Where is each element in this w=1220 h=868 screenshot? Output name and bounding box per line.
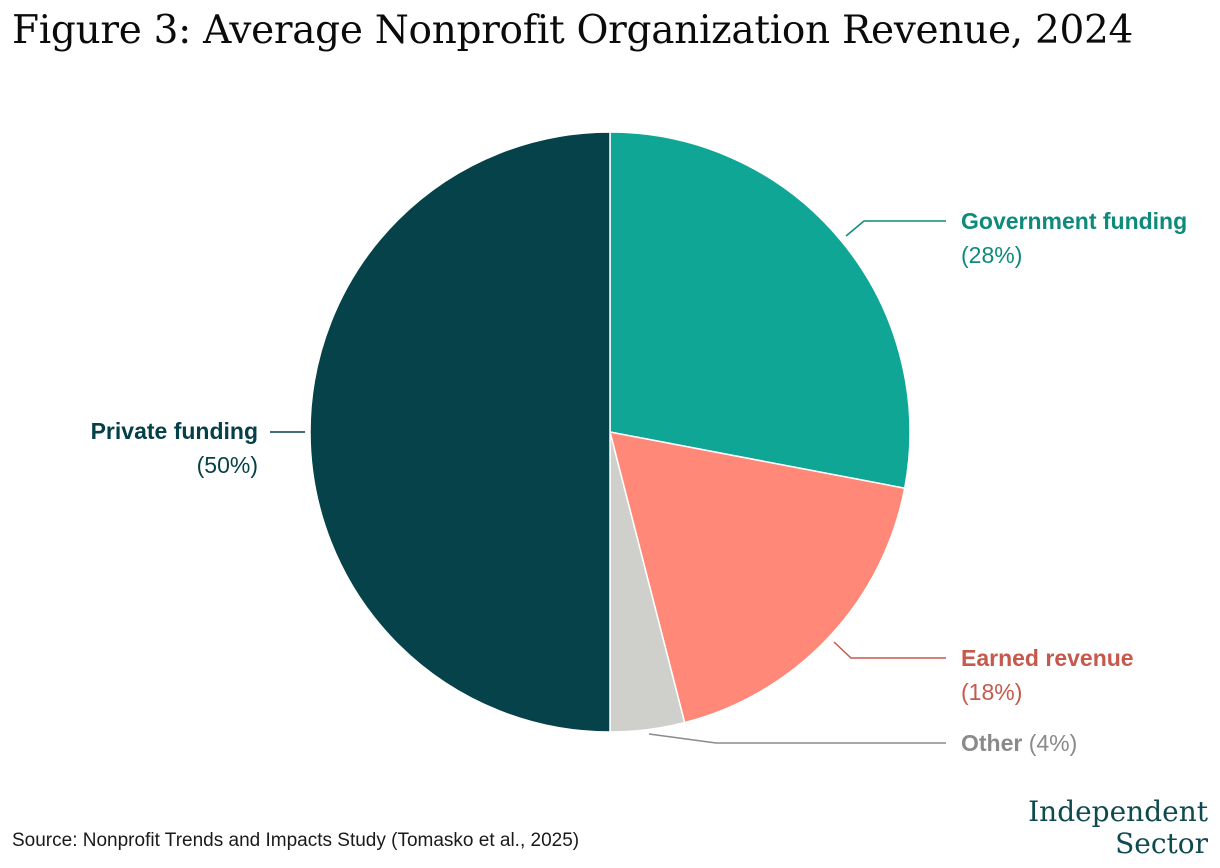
leader-line-government-funding bbox=[845, 220, 946, 237]
label-earned-revenue-name: Earned revenue bbox=[961, 645, 1134, 671]
label-government-funding-name: Government funding bbox=[961, 208, 1188, 234]
chart-title: Figure 3: Average Nonprofit Organization… bbox=[12, 8, 1133, 53]
label-private-funding-name: Private funding bbox=[90, 418, 258, 444]
logo-line-1: Independent bbox=[1028, 795, 1208, 828]
label-earned-revenue: Earned revenue (18%) bbox=[961, 641, 1134, 709]
logo-line-2: Sector bbox=[1115, 827, 1208, 860]
pie-slice-private-funding bbox=[309, 131, 611, 733]
independent-sector-logo: Independent Sector bbox=[1028, 796, 1208, 860]
label-other-name: Other bbox=[961, 730, 1023, 756]
pie-slice-earned-revenue bbox=[608, 431, 906, 724]
label-earned-revenue-pct: (18%) bbox=[961, 679, 1023, 705]
label-government-funding-pct: (28%) bbox=[961, 242, 1023, 268]
label-private-funding-pct: (50%) bbox=[196, 452, 258, 478]
pie-slice-government-funding bbox=[609, 131, 911, 490]
leader-line-other bbox=[648, 733, 946, 744]
label-private-funding: Private funding (50%) bbox=[91, 414, 258, 482]
leader-line-earned-revenue bbox=[833, 641, 946, 659]
label-other-pct: (4%) bbox=[1028, 730, 1078, 756]
label-government-funding: Government funding (28%) bbox=[961, 204, 1187, 272]
label-other: Other (4%) bbox=[961, 726, 1077, 760]
source-note: Source: Nonprofit Trends and Impacts Stu… bbox=[12, 830, 580, 851]
